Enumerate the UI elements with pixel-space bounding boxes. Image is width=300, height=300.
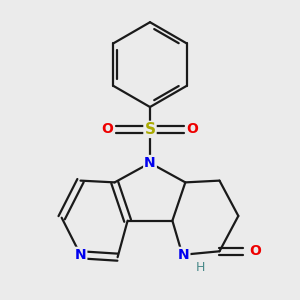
Text: N: N bbox=[144, 156, 156, 170]
Text: H: H bbox=[195, 261, 205, 274]
Text: O: O bbox=[187, 122, 198, 136]
Text: S: S bbox=[145, 122, 155, 137]
Text: N: N bbox=[178, 248, 189, 262]
Text: N: N bbox=[75, 248, 86, 262]
Text: O: O bbox=[249, 244, 261, 258]
Text: O: O bbox=[102, 122, 113, 136]
